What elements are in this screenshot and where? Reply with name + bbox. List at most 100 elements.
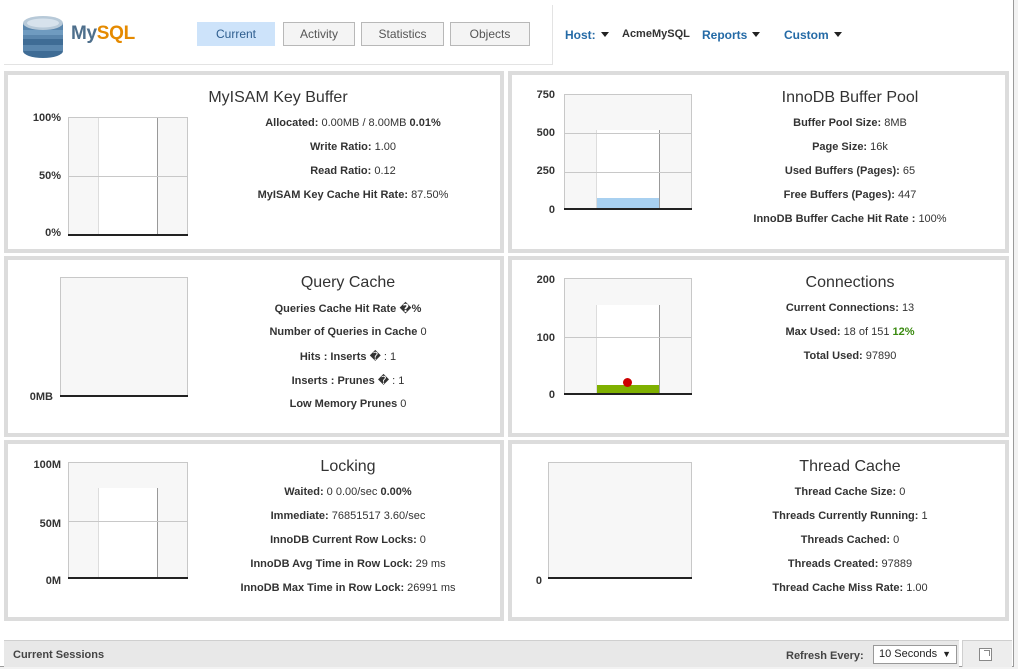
panel-title: MyISAM Key Buffer: [208, 89, 348, 106]
x-axis: [564, 393, 692, 395]
axis-label: 50M: [39, 518, 61, 530]
stat-avg-row-lock-time: InnoDB Avg Time in Row Lock: 29 ms: [250, 558, 446, 570]
stat-free-buffers: Free Buffers (Pages): 447: [783, 189, 917, 201]
stat-page-size: Page Size: 16k: [812, 141, 888, 153]
axis-label: 0: [548, 204, 555, 216]
stat-waited: Waited: 0 0.00/sec 0.00%: [284, 486, 412, 498]
refresh-label: Refresh Every:: [786, 650, 864, 662]
gridline: [565, 172, 691, 173]
axis-label: 50%: [38, 170, 61, 182]
header-logo-area: MySQL Current Activity Statistics Object…: [4, 5, 553, 65]
x-axis: [68, 234, 188, 236]
connections-chart: [564, 278, 692, 395]
axis-label: 0: [548, 389, 555, 401]
gridline: [565, 337, 691, 338]
chevron-down-icon: [833, 32, 842, 37]
innodb-bar: [596, 129, 660, 208]
stat-total-used: Total Used: 97890: [803, 350, 897, 362]
chevron-down-icon: [600, 32, 609, 37]
axis-label: 0%: [45, 227, 61, 239]
expand-icon: [979, 648, 992, 661]
panel-thread-cache: Thread Cache 0 Thread Cache Size: 0 Thre…: [508, 440, 1009, 621]
innodb-chart: [564, 94, 692, 210]
stat-buffer-pool-size: Buffer Pool Size: 8MB: [793, 117, 907, 129]
axis-label: 500: [536, 127, 555, 139]
stat-read-ratio: Read Ratio: 0.12: [310, 165, 396, 177]
axis-label: 200: [536, 274, 555, 286]
reports-menu[interactable]: Reports: [702, 28, 761, 42]
tab-activity[interactable]: Activity: [283, 22, 355, 46]
x-axis: [548, 577, 692, 579]
panel-title: InnoDB Buffer Pool: [781, 89, 919, 106]
stat-low-memory-prunes: Low Memory Prunes 0: [289, 398, 407, 410]
panel-query-cache: Query Cache 0MB Queries Cache Hit Rate �…: [4, 256, 504, 437]
stat-inserts-prunes: Inserts : Prunes � : 1: [291, 375, 405, 387]
stat-allocated: Allocated: 0.00MB / 8.00MB 0.01%: [265, 117, 441, 129]
axis-label: 100M: [33, 459, 61, 471]
max-used-marker: [623, 378, 632, 388]
immediate-locks-bar: [98, 487, 158, 577]
tab-current[interactable]: Current: [197, 22, 275, 46]
chevron-down-icon: [752, 32, 761, 37]
tab-objects[interactable]: Objects: [450, 22, 530, 46]
panel-innodb-buffer-pool: InnoDB Buffer Pool 750 500 250 0 Buffer …: [508, 71, 1009, 253]
x-axis: [564, 208, 692, 210]
host-value: AcmeMySQL: [622, 28, 690, 40]
axis-label: 250: [536, 165, 555, 177]
custom-menu[interactable]: Custom: [784, 28, 842, 42]
refresh-interval-select[interactable]: 10 Seconds ▼: [873, 645, 957, 664]
stat-threads-cached: Threads Cached: 0: [800, 534, 900, 546]
mysql-logo: MySQL: [71, 23, 135, 45]
stat-threads-running: Threads Currently Running: 1: [772, 510, 928, 522]
stat-current-row-locks: InnoDB Current Row Locks: 0: [270, 534, 426, 546]
panel-title: Connections: [805, 274, 895, 291]
gridline: [69, 176, 187, 177]
current-sessions-bar[interactable]: Current Sessions Refresh Every: 10 Secon…: [4, 640, 959, 667]
myisam-chart: [68, 117, 188, 236]
innodb-used-fill: [597, 198, 659, 208]
gridline: [565, 133, 691, 134]
connections-bar: [596, 305, 660, 393]
x-axis: [68, 577, 188, 579]
x-axis: [60, 395, 188, 397]
panel-title: Thread Cache: [799, 458, 901, 475]
stat-hits-inserts: Hits : Inserts � : 1: [299, 351, 397, 363]
tab-statistics[interactable]: Statistics: [361, 22, 444, 46]
stat-thread-cache-miss-rate: Thread Cache Miss Rate: 1.00: [772, 582, 928, 594]
panel-title: Query Cache: [300, 274, 396, 291]
stat-threads-created: Threads Created: 97889: [787, 558, 913, 570]
axis-label: 100%: [32, 112, 61, 124]
current-connections-fill: [597, 385, 659, 393]
panel-locking: Locking 100M 50M 0M Waited: 0 0.00/sec 0…: [4, 440, 504, 621]
refresh-value: 10 Seconds: [879, 648, 938, 660]
stat-write-ratio: Write Ratio: 1.00: [309, 141, 396, 153]
axis-label: 750: [536, 89, 555, 101]
stat-queries-in-cache: Number of Queries in Cache 0: [269, 326, 427, 338]
reports-label: Reports: [702, 28, 748, 42]
locking-chart: [68, 462, 188, 579]
axis-label: 0: [535, 575, 542, 587]
host-menu[interactable]: Host:: [565, 28, 609, 42]
host-label: Host:: [565, 28, 596, 42]
stat-key-cache-hit-rate: MyISAM Key Cache Hit Rate: 87.50%: [257, 189, 449, 201]
stat-thread-cache-size: Thread Cache Size: 0: [794, 486, 906, 498]
thread-cache-chart: [548, 462, 692, 579]
stat-immediate: Immediate: 76851517 3.60/sec: [270, 510, 426, 522]
dropdown-arrow-icon: ▼: [942, 649, 951, 659]
stat-used-buffers: Used Buffers (Pages): 65: [784, 165, 916, 177]
expand-panel-button[interactable]: [962, 640, 1012, 667]
panel-title: Locking: [320, 458, 376, 475]
database-icon: [23, 16, 63, 58]
panel-connections: Connections 200 100 0 Current Connection…: [508, 256, 1009, 437]
logo-sql: SQL: [96, 23, 135, 44]
gridline: [69, 521, 187, 522]
stat-max-row-lock-time: InnoDB Max Time in Row Lock: 26991 ms: [240, 582, 456, 594]
stat-max-used: Max Used: 18 of 151 12%: [785, 326, 915, 338]
logo-my: My: [71, 23, 97, 44]
axis-label: 0MB: [29, 391, 53, 403]
query-cache-chart: [60, 277, 188, 397]
current-sessions-label: Current Sessions: [13, 649, 105, 661]
panel-myisam-key-buffer: MyISAM Key Buffer 100% 50% 0% Allocated:…: [4, 71, 504, 253]
custom-label: Custom: [784, 28, 829, 42]
